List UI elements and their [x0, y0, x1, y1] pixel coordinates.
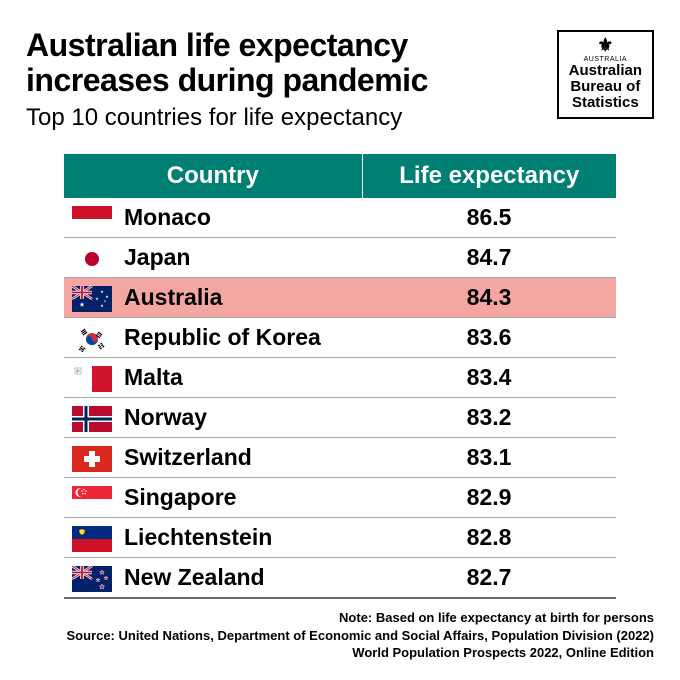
flag-cell — [64, 397, 120, 437]
flag-cell — [64, 278, 120, 318]
country-cell: Malta — [120, 358, 362, 398]
table-row: Switzerland83.1 — [64, 437, 616, 477]
flag-cell — [64, 477, 120, 517]
country-cell: Liechtenstein — [120, 517, 362, 557]
value-cell: 86.5 — [362, 198, 616, 237]
footer-source2: World Population Prospects 2022, Online … — [26, 644, 654, 662]
table-row: Norway83.2 — [64, 397, 616, 437]
flag-cell — [64, 557, 120, 597]
value-cell: 82.9 — [362, 477, 616, 517]
table-header-row: Country Life expectancy — [64, 154, 616, 198]
country-cell: New Zealand — [120, 557, 362, 597]
table-row: Japan84.7 — [64, 238, 616, 278]
flag-icon — [72, 526, 112, 552]
country-cell: Norway — [120, 397, 362, 437]
abs-logo: ⚜ AUSTRALIA Australian Bureau of Statist… — [557, 30, 654, 119]
flag-icon — [72, 326, 112, 352]
page-title: Australian life expectancy increases dur… — [26, 28, 547, 98]
country-cell: Republic of Korea — [120, 318, 362, 358]
title-line1: Australian life expectancy — [26, 27, 408, 63]
table-row: Monaco86.5 — [64, 198, 616, 237]
footer: Note: Based on life expectancy at birth … — [26, 609, 654, 662]
flag-icon — [72, 406, 112, 432]
table-row: New Zealand82.7 — [64, 557, 616, 597]
footer-note: Note: Based on life expectancy at birth … — [26, 609, 654, 627]
flag-icon — [72, 246, 112, 272]
header: Australian life expectancy increases dur… — [26, 28, 654, 132]
flag-cell — [64, 517, 120, 557]
flag-cell — [64, 238, 120, 278]
flag-cell — [64, 198, 120, 237]
footer-source1: Source: United Nations, Department of Ec… — [26, 627, 654, 645]
table-container: Country Life expectancy Monaco86.5Japan8… — [64, 154, 616, 598]
flag-icon — [72, 446, 112, 472]
logo-line2: Bureau of — [569, 79, 642, 95]
value-cell: 83.2 — [362, 397, 616, 437]
title-line2: increases during pandemic — [26, 62, 428, 98]
crest-icon: ⚜ — [569, 36, 642, 54]
country-cell: Australia — [120, 278, 362, 318]
flag-cell — [64, 318, 120, 358]
value-cell: 84.3 — [362, 278, 616, 318]
table-row: Republic of Korea83.6 — [64, 318, 616, 358]
logo-line1: Australian — [569, 63, 642, 79]
flag-icon — [72, 566, 112, 592]
country-cell: Japan — [120, 238, 362, 278]
table-row: Singapore82.9 — [64, 477, 616, 517]
country-cell: Singapore — [120, 477, 362, 517]
value-cell: 83.1 — [362, 437, 616, 477]
country-cell: Monaco — [120, 198, 362, 237]
table-row: Malta83.4 — [64, 358, 616, 398]
value-cell: 83.6 — [362, 318, 616, 358]
flag-icon — [72, 366, 112, 392]
title-block: Australian life expectancy increases dur… — [26, 28, 547, 132]
life-expectancy-table: Country Life expectancy Monaco86.5Japan8… — [64, 154, 616, 598]
flag-icon — [72, 206, 112, 232]
value-cell: 83.4 — [362, 358, 616, 398]
col-life-expectancy: Life expectancy — [362, 154, 616, 198]
country-cell: Switzerland — [120, 437, 362, 477]
value-cell: 82.7 — [362, 557, 616, 597]
page-subtitle: Top 10 countries for life expectancy — [26, 104, 547, 132]
table-row: Liechtenstein82.8 — [64, 517, 616, 557]
value-cell: 82.8 — [362, 517, 616, 557]
flag-icon — [72, 486, 112, 512]
flag-cell — [64, 358, 120, 398]
table-row: Australia84.3 — [64, 278, 616, 318]
col-country: Country — [64, 154, 362, 198]
flag-icon — [72, 286, 112, 312]
flag-cell — [64, 437, 120, 477]
logo-line3: Statistics — [569, 95, 642, 111]
value-cell: 84.7 — [362, 238, 616, 278]
